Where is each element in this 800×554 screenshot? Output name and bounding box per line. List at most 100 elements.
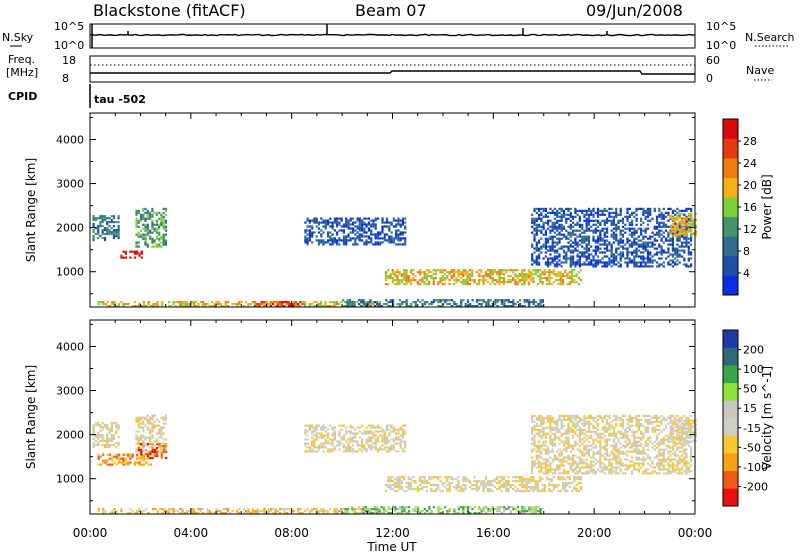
range-gate-cell [112,434,116,437]
range-gate-cell [615,444,618,447]
range-gate-cell [164,221,168,224]
range-gate-cell [385,440,389,443]
range-gate-cell [383,446,386,449]
range-gate-cell [572,428,575,431]
range-gate-cell [631,243,634,246]
range-gate-cell [560,213,563,216]
range-gate-cell [628,221,631,224]
range-gate-cell [475,271,478,274]
range-gate-cell [535,259,538,262]
range-gate-cell [129,461,132,464]
range-gate-cell [619,450,622,453]
range-gate-cell [403,277,406,280]
range-gate-cell [564,478,567,481]
range-gate-cell [478,488,481,491]
range-gate-cell [423,512,426,515]
range-gate-cell [606,249,609,252]
range-gate-cell [573,486,576,489]
range-gate-cell [374,241,377,244]
range-gate-cell [403,269,406,272]
range-gate-cell [416,283,419,286]
range-gate-cell [626,241,629,244]
range-gate-cell [311,432,314,435]
noise-panel: N.Sky 10^5 10^0 10^5 10^0 N.Search [2,20,795,52]
range-gate-cell [507,279,510,282]
range-gate-cell [434,277,437,280]
range-gate-cell [615,223,618,226]
range-gate-cell [381,438,384,441]
range-gate-cell [370,436,373,439]
range-gate-cell [539,478,542,481]
range-gate-cell [507,508,510,511]
range-gate-cell [276,301,279,304]
range-gate-cell [110,439,113,443]
range-gate-cell [565,440,568,443]
range-gate-cell [533,207,536,210]
range-gate-cell [649,237,652,240]
range-gate-cell [583,215,586,218]
range-gate-cell [362,506,365,509]
range-gate-cell [174,305,177,308]
range-gate-cell [610,255,613,258]
range-gate-cell [559,283,562,286]
range-gate-cell [608,414,611,417]
range-gate-cell [345,237,348,240]
range-gate-cell [489,277,492,280]
range-gate-cell [345,450,348,453]
range-gate-cell [489,269,492,272]
range-gate-cell [394,275,397,278]
range-gate-cell [151,223,154,226]
range-gate-cell [585,422,588,425]
range-gate-cell [509,486,512,489]
range-gate-cell [558,448,561,451]
range-gate-cell [108,428,111,431]
range-gate-cell [478,273,481,276]
range-gate-cell [260,510,264,513]
range-gate-cell [211,301,214,304]
range-gate-cell [565,219,568,222]
range-gate-cell [549,462,552,465]
range-gate-cell [533,223,536,226]
range-gate-cell [549,235,552,238]
range-gate-cell [397,432,400,435]
range-gate-cell [226,510,230,513]
range-gate-cell [164,207,168,210]
range-gate-cell [117,234,120,238]
range-gate-cell [558,452,561,455]
range-gate-cell [576,249,579,252]
range-gate-cell [535,454,538,457]
range-gate-cell [531,253,534,256]
range-gate-cell [388,229,391,232]
range-gate-cell [502,486,506,489]
range-gate-cell [594,227,597,230]
range-gate-cell [587,235,591,238]
range-gate-cell [315,438,318,441]
range-gate-cell [392,506,395,509]
range-gate-cell [113,512,116,515]
range-gate-cell [642,247,645,250]
range-gate-cell [528,510,531,513]
range-gate-cell [92,445,95,449]
noise-left-tick-top: 10^5 [54,20,84,33]
range-gate-cell [585,209,588,212]
range-gate-cell [531,426,534,429]
range-gate-cell [649,251,652,254]
range-gate-cell [646,259,650,262]
range-gate-cell [542,420,545,423]
range-gate-cell [217,301,220,304]
range-gate-cell [617,213,620,216]
range-gate-cell [372,426,375,429]
range-gate-cell [676,222,679,225]
range-gate-cell [204,305,207,308]
range-gate-cell [131,455,134,458]
colorbar-swatch [723,255,738,276]
range-gate-cell [158,508,161,511]
range-gate-cell [544,229,547,232]
range-gate-cell [267,508,270,511]
range-gate-cell [151,430,154,433]
range-gate-cell [606,420,609,423]
range-gate-cell [373,506,376,509]
range-gate-cell [575,476,578,479]
range-gate-cell [361,444,364,447]
range-gate-cell [345,239,348,242]
